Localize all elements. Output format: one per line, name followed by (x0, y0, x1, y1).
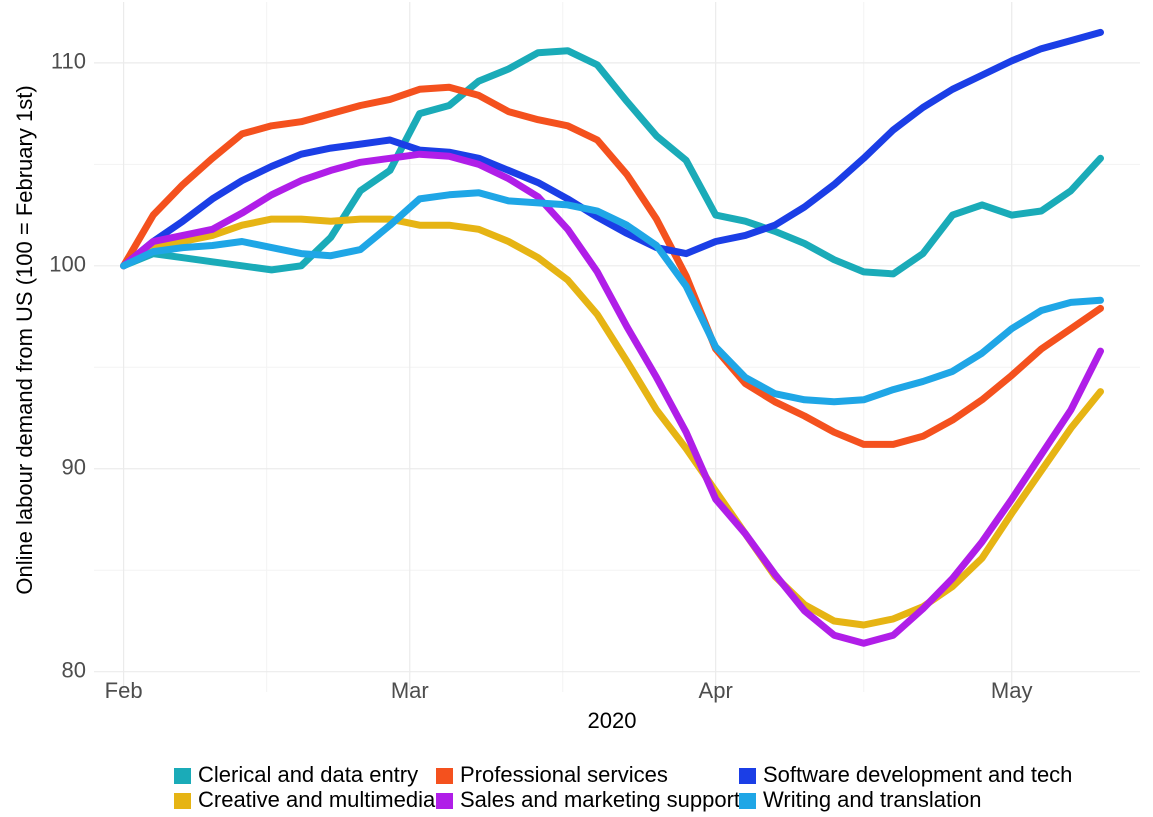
x-tick-label: Mar (391, 678, 429, 703)
legend-key (174, 793, 191, 809)
x-tick-label: Feb (105, 678, 143, 703)
legend-label: Creative and multimedia (198, 787, 436, 812)
series-line (120, 83, 1104, 448)
series-line (120, 28, 1104, 270)
y-axis-label: Online labour demand from US (100 = Febr… (12, 85, 37, 594)
series-line (120, 150, 1104, 647)
y-tick-label: 110 (51, 49, 86, 74)
y-tick-label: 80 (62, 658, 86, 683)
legend-key (436, 768, 453, 784)
x-tick-label: Apr (699, 678, 733, 703)
legend-label: Professional services (460, 762, 668, 787)
legend-label: Sales and marketing support (460, 787, 740, 812)
x-axis-label: 2020 (588, 708, 637, 733)
legend-key (174, 768, 191, 784)
y-tick-label: 100 (49, 252, 86, 277)
legend-key (739, 768, 756, 784)
y-tick-label: 90 (62, 455, 86, 480)
series-line (120, 47, 1104, 278)
legend-label: Writing and translation (763, 787, 982, 812)
x-tick-label: May (991, 678, 1033, 703)
legend-label: Clerical and data entry (198, 762, 418, 787)
legend-key (436, 793, 453, 809)
legend-label: Software development and tech (763, 762, 1072, 787)
series-line (120, 189, 1104, 406)
legend-key (739, 793, 756, 809)
